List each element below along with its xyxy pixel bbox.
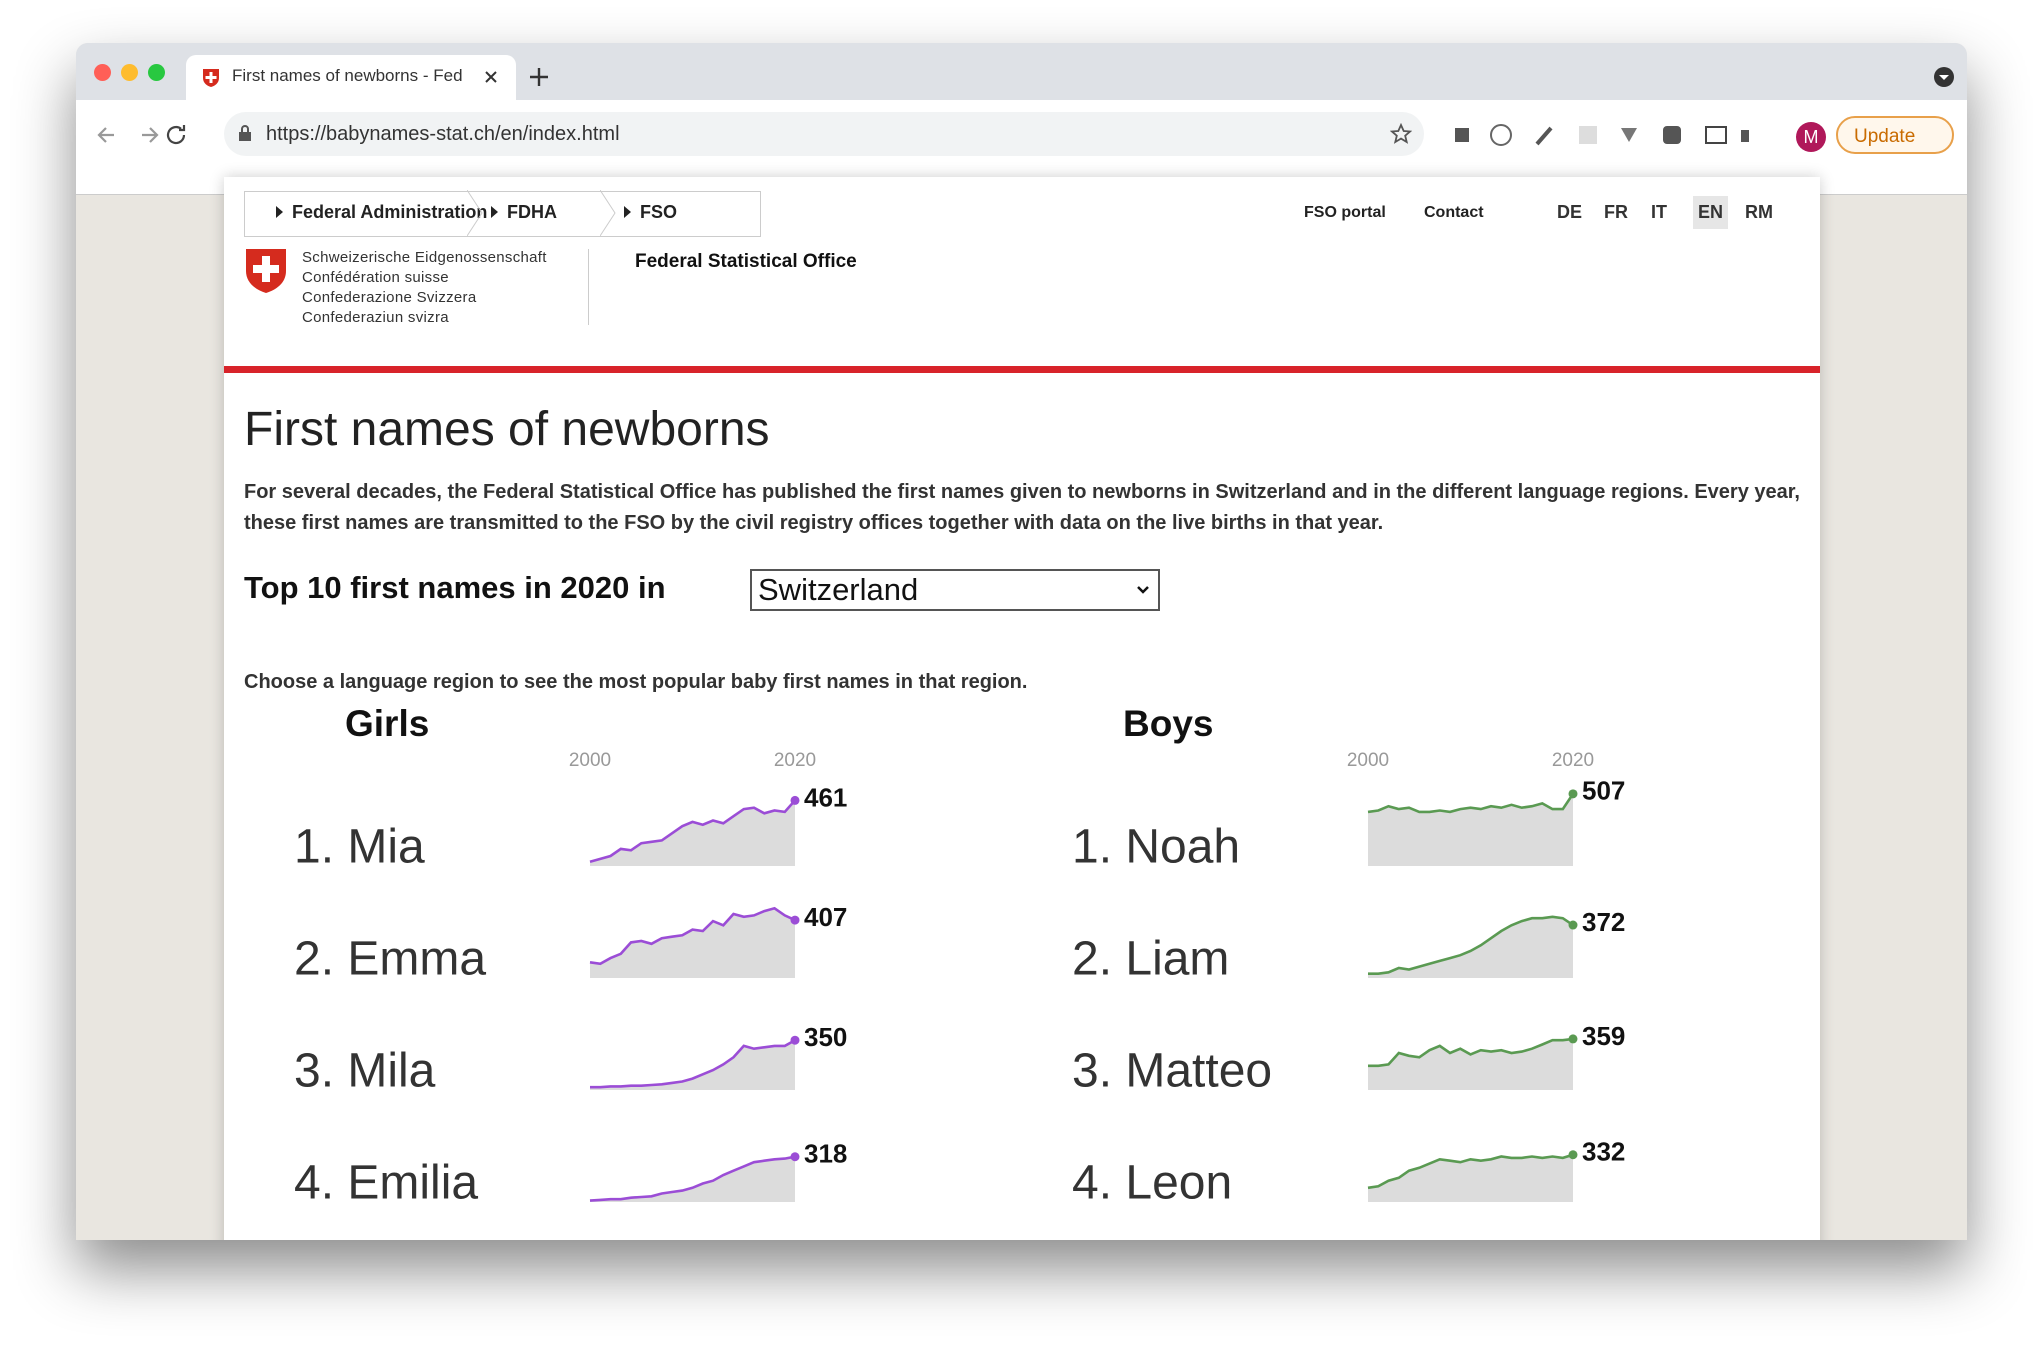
bookmark-star[interactable] <box>1390 123 1412 145</box>
browser-window: First names of newborns - Fed https://ba… <box>76 43 1967 1240</box>
value-label: 318 <box>804 1139 847 1169</box>
value-label: 332 <box>1582 1137 1625 1167</box>
x-tick-label: 2020 <box>774 750 816 771</box>
value-label: 350 <box>804 1022 847 1052</box>
tab-title: First names of newborns - Fed <box>232 66 463 85</box>
value-label: 372 <box>1582 907 1625 937</box>
sparkline-area <box>1368 916 1573 978</box>
end-dot <box>790 1152 800 1162</box>
profile-avatar[interactable]: M <box>1796 122 1826 152</box>
name-label: 4. Leon <box>1072 1157 1232 1210</box>
logo-line: Schweizerische Eidgenossenschaft <box>302 249 547 266</box>
logo-line: Confederaziun svizra <box>302 309 449 326</box>
update-button[interactable]: Update <box>1836 116 1954 154</box>
region-select[interactable]: Switzerland <box>750 569 1160 611</box>
intro: For several decades, the Federal Statist… <box>244 481 1800 534</box>
language[interactable]: DE <box>1557 202 1583 222</box>
name-label: 2. Liam <box>1072 933 1229 986</box>
extension-icons[interactable] <box>1451 122 1751 150</box>
breadcrumb-item[interactable]: FSO <box>640 202 678 222</box>
breadcrumb-arrow <box>467 190 498 236</box>
sparkline <box>1367 1153 1574 1190</box>
language[interactable]: FR <box>1604 202 1628 222</box>
language[interactable]: RM <box>1745 202 1773 222</box>
top10-label: Top 10 first names in 2020 in <box>244 570 666 605</box>
charts: Girls 2000 2020 1. Mia 461 2. Emma 407 3. Mila 3… <box>294 703 1625 1210</box>
chart-title: Girls <box>345 703 429 744</box>
url: https://babynames-stat.ch/en/index.html <box>266 123 620 145</box>
sparkline <box>589 1155 796 1202</box>
name-label: 2. Emma <box>294 933 486 986</box>
sparkline <box>1368 915 1574 975</box>
breadcrumb-arrow <box>276 206 283 218</box>
tab-close[interactable] <box>484 70 498 84</box>
language[interactable]: EN <box>1693 196 1729 229</box>
value-label: 359 <box>1582 1021 1625 1051</box>
sparkline-area <box>590 1156 795 1202</box>
name-label: 4. Emilia <box>294 1157 478 1210</box>
sparkline <box>589 906 796 966</box>
sparkline-area <box>1368 1154 1573 1202</box>
sparkline-area <box>590 800 795 866</box>
sparkline-area <box>590 908 795 978</box>
end-dot <box>1568 1034 1578 1044</box>
x-tick-label: 2000 <box>569 750 611 771</box>
sparkline <box>589 799 796 863</box>
tab-menu[interactable] <box>1934 67 1954 87</box>
office-name: Federal Statistical Office <box>635 251 857 272</box>
value-label: 407 <box>804 902 847 932</box>
region-value: Switzerland <box>758 572 919 607</box>
end-dot <box>1568 789 1578 799</box>
end-dot <box>1568 1150 1578 1160</box>
language[interactable]: IT <box>1651 202 1667 222</box>
end-dot <box>790 795 800 805</box>
hint: Choose a language region to see the most… <box>244 671 1028 693</box>
logo-line: Confederazione Svizzera <box>302 289 477 306</box>
select-arrow <box>1137 586 1149 594</box>
minimize-window[interactable] <box>121 64 138 81</box>
swiss-logo <box>246 249 286 293</box>
breadcrumb-item[interactable]: FDHA <box>507 202 557 222</box>
header-link[interactable]: Contact <box>1424 204 1484 221</box>
sparkline-area <box>1368 1038 1573 1090</box>
name-label: 3. Matteo <box>1072 1045 1272 1098</box>
value-label: 461 <box>804 782 847 812</box>
chart-title: Boys <box>1123 703 1213 744</box>
name-label: 1. Mia <box>294 821 425 874</box>
end-dot <box>1568 920 1578 930</box>
new-tab[interactable] <box>529 67 549 87</box>
tab-bar: First names of newborns - Fed <box>76 43 1967 100</box>
nav-buttons[interactable] <box>96 123 186 147</box>
sparkline <box>1367 793 1575 814</box>
end-dot <box>790 1035 800 1045</box>
zoom-window[interactable] <box>148 64 165 81</box>
tab[interactable]: First names of newborns - Fed <box>186 55 516 100</box>
web-page: Federal Statistical Office First names o… <box>224 177 1820 1240</box>
name-label: 1. Noah <box>1072 821 1240 874</box>
breadcrumb-item[interactable]: Federal Administration <box>292 202 488 222</box>
lock-icon <box>239 125 251 141</box>
logo-line: Confédération suisse <box>302 269 449 286</box>
header-link[interactable]: FSO portal <box>1304 204 1386 221</box>
value-label: 507 <box>1582 776 1625 806</box>
page-title: First names of newborns <box>244 403 770 456</box>
breadcrumb <box>244 191 761 237</box>
separator <box>588 249 589 325</box>
sparkline <box>590 1039 796 1089</box>
breadcrumb-arrow <box>600 190 631 236</box>
tab-favicon <box>203 69 219 87</box>
red-bar <box>224 366 1820 373</box>
sparkline-area <box>590 1040 795 1090</box>
close-window[interactable] <box>94 64 111 81</box>
sparkline <box>1368 1037 1574 1068</box>
end-dot <box>790 915 800 925</box>
x-tick-label: 2000 <box>1347 750 1389 771</box>
address-bar[interactable]: https://babynames-stat.ch/en/index.html <box>224 112 1424 156</box>
name-label: 3. Mila <box>294 1045 436 1098</box>
x-tick-label: 2020 <box>1552 750 1594 771</box>
